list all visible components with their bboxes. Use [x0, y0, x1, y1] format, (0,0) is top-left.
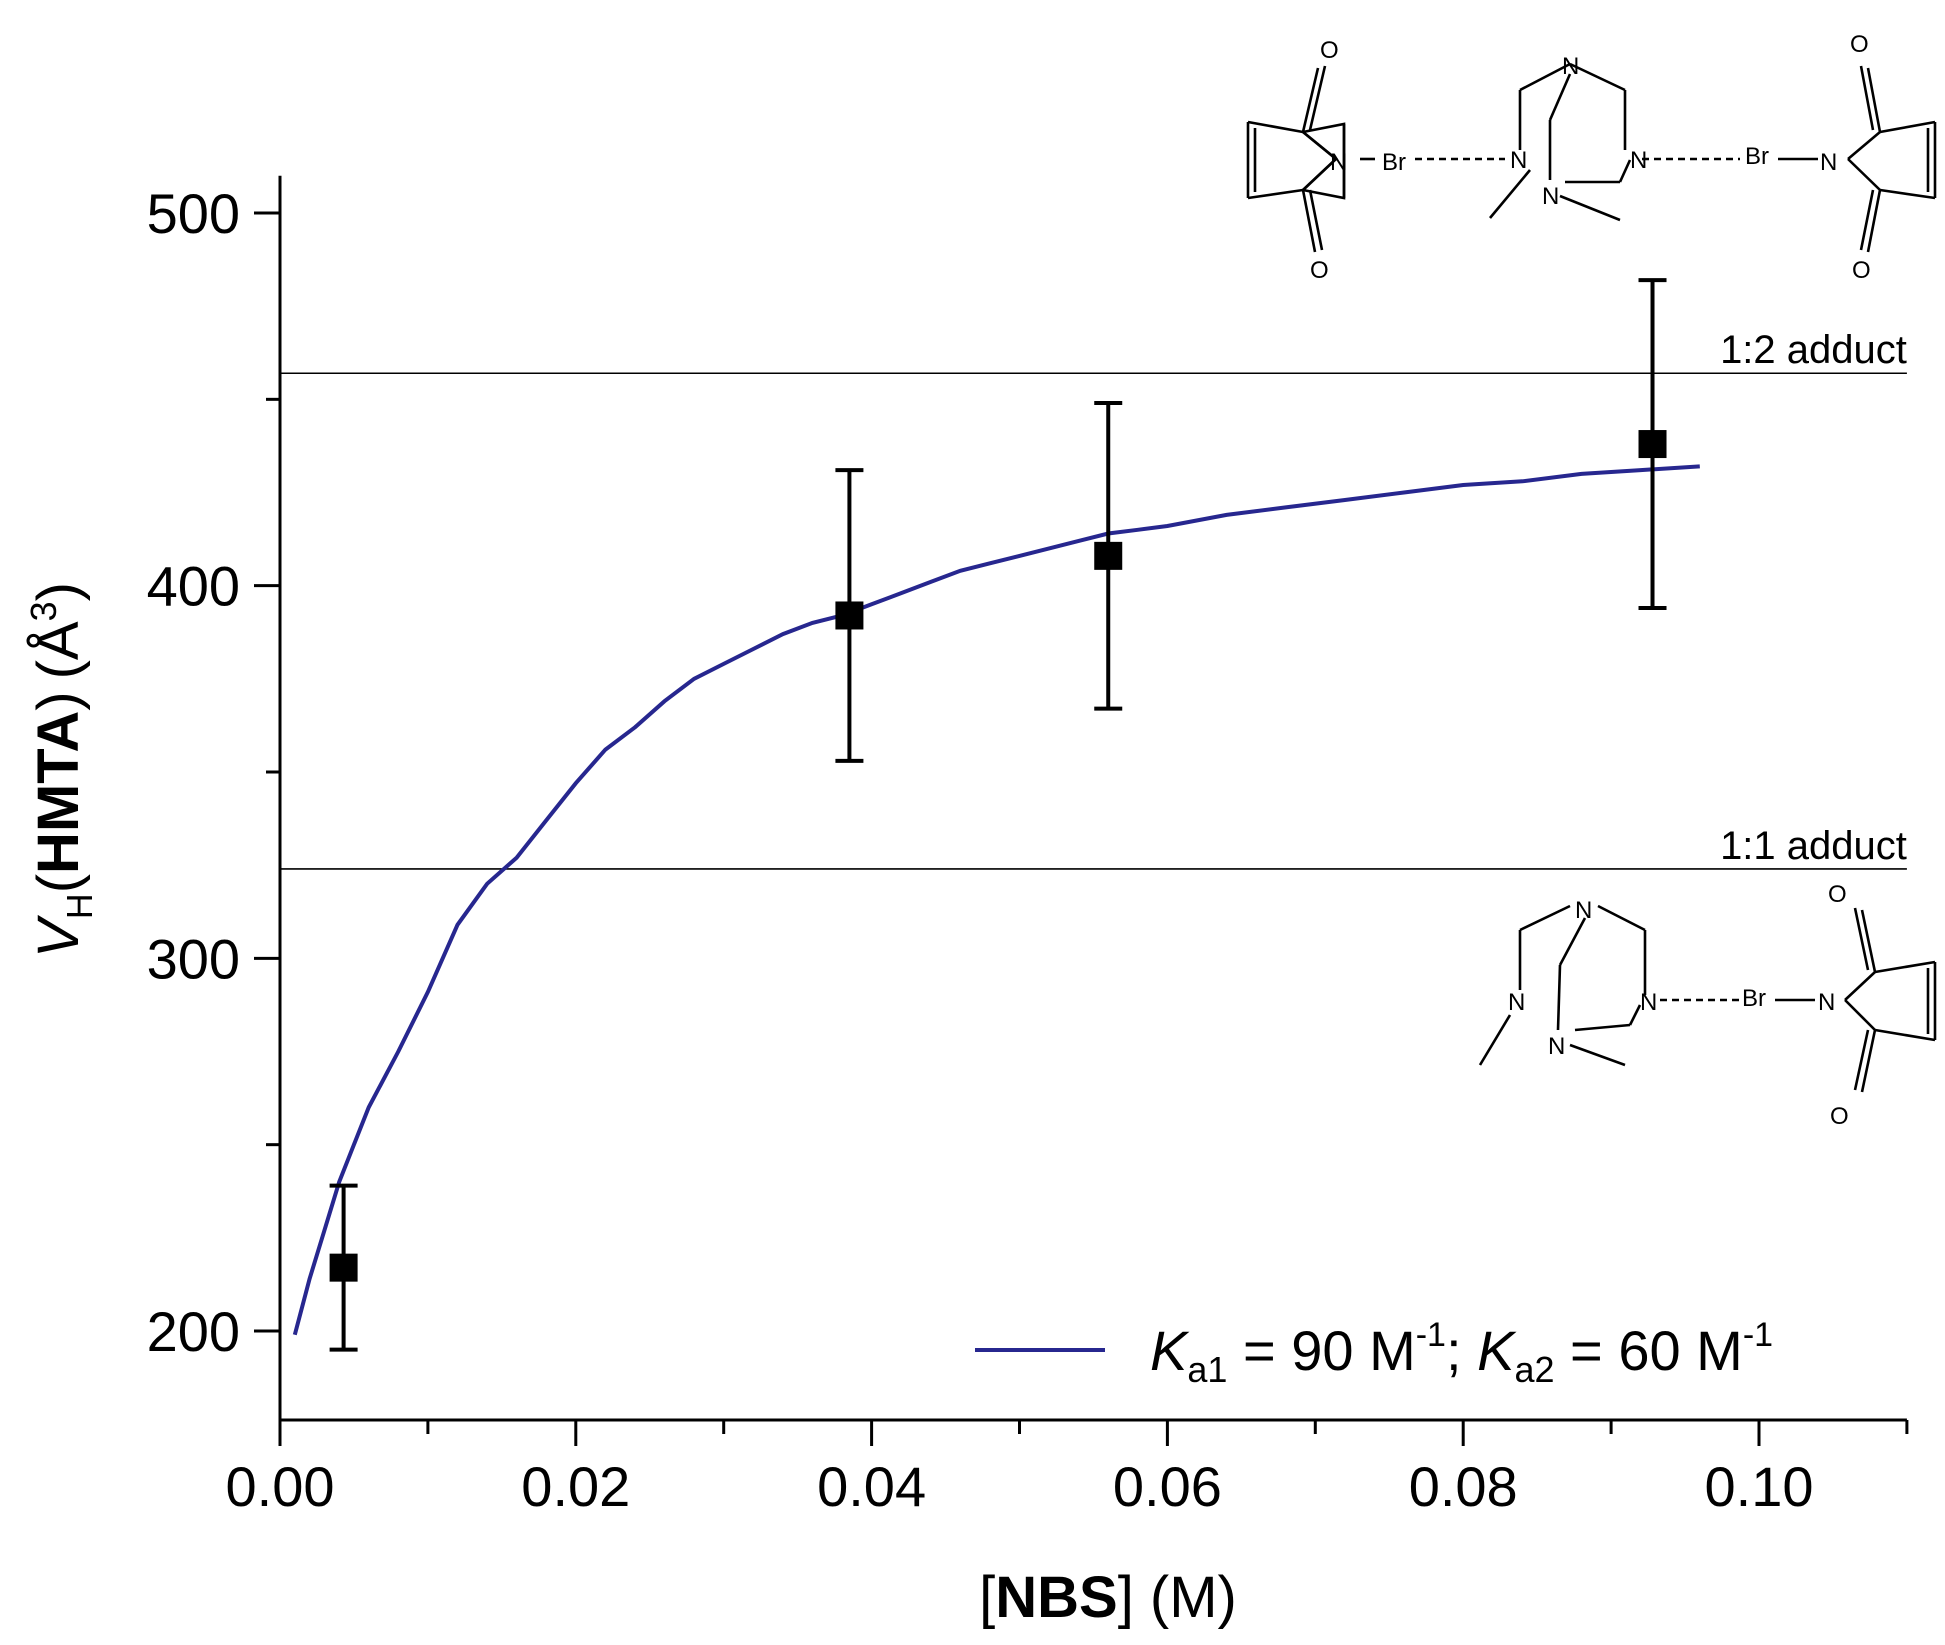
svg-text:Br: Br [1745, 143, 1769, 170]
x-tick-label: 0.00 [226, 1455, 335, 1518]
legend-label: Ka1 = 90 M-1; Ka2 = 60 M-1 [1150, 1316, 1773, 1390]
molecule-1-1-adduct: N N N N Br N O O [1478, 881, 1937, 1130]
y-tick-label: 200 [147, 1300, 240, 1363]
svg-text:N: N [1820, 149, 1837, 176]
svg-text:Br: Br [1382, 149, 1406, 176]
svg-text:N: N [1542, 183, 1559, 210]
data-point [835, 601, 864, 630]
x-axis-title: [NBS] (M) [979, 1565, 1237, 1630]
svg-text:N: N [1640, 989, 1657, 1016]
data-point [1094, 541, 1123, 570]
svg-text:O: O [1320, 37, 1339, 64]
legend: Ka1 = 90 M-1; Ka2 = 60 M-1 [975, 1316, 1773, 1390]
svg-text:O: O [1828, 881, 1847, 908]
svg-text:N: N [1548, 1033, 1565, 1060]
data-point [1638, 430, 1667, 459]
y-tick-label: 300 [147, 927, 240, 990]
svg-text:O: O [1830, 1103, 1849, 1130]
svg-text:N: N [1508, 989, 1525, 1016]
molecule-1-2-adduct: O N Br O N N N N Br N O O [1246, 31, 1937, 284]
svg-text:N: N [1630, 147, 1647, 174]
svg-text:N: N [1575, 897, 1592, 924]
fit-curve-group [292, 464, 1700, 1336]
reference-lines: 1:2 adduct 1:1 adduct [280, 328, 1907, 870]
reference-line-1-2-label: 1:2 adduct [1720, 328, 1907, 372]
svg-text:N: N [1510, 147, 1527, 174]
x-tick-label: 0.10 [1705, 1455, 1814, 1518]
x-axis-ticks: 0.00 0.02 0.04 0.06 0.08 0.10 [226, 1420, 1909, 1518]
y-tick-label: 500 [147, 182, 240, 245]
x-tick-label: 0.04 [817, 1455, 926, 1518]
axes [278, 175, 1907, 1425]
svg-text:O: O [1852, 257, 1871, 284]
x-tick-label: 0.02 [521, 1455, 630, 1518]
svg-text:N: N [1562, 53, 1579, 80]
svg-text:O: O [1850, 31, 1869, 58]
fit-curve [292, 464, 1700, 1336]
y-tick-label: 400 [147, 555, 240, 618]
x-tick-label: 0.08 [1409, 1455, 1518, 1518]
y-axis-title: VH(HMTA)(Å3) [23, 582, 100, 958]
x-tick-label: 0.06 [1113, 1455, 1222, 1518]
y-axis-ticks: 200 300 400 500 [147, 182, 280, 1363]
data-points [329, 278, 1667, 1352]
reference-line-1-1-label: 1:1 adduct [1720, 824, 1907, 868]
svg-text:O: O [1310, 257, 1329, 284]
svg-text:N: N [1330, 149, 1347, 176]
data-point [329, 1253, 358, 1282]
svg-text:Br: Br [1742, 985, 1766, 1012]
svg-text:N: N [1818, 989, 1835, 1016]
